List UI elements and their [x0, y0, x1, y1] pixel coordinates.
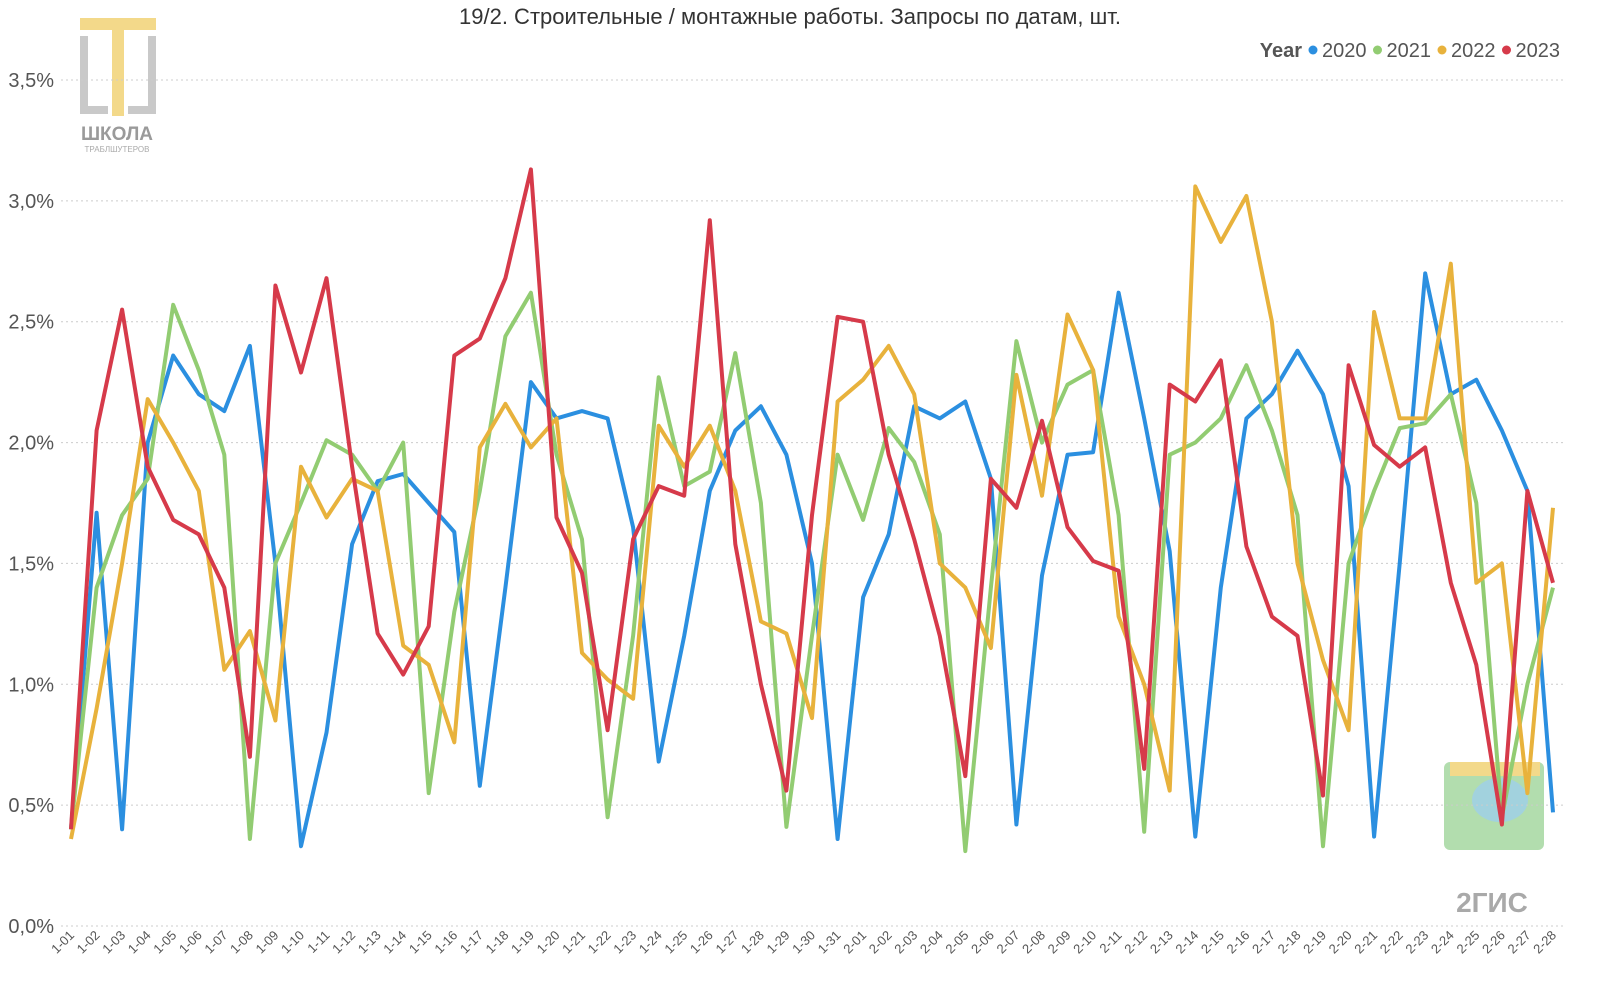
x-tick-label: 1-26: [687, 928, 716, 957]
chart-title: 19/2. Строительные / монтажные работы. З…: [459, 4, 1121, 29]
x-tick-label: 2-02: [866, 928, 895, 957]
logo-frame: [80, 36, 156, 114]
x-tick-label: 1-06: [176, 928, 205, 957]
legend-marker: [1502, 45, 1511, 55]
y-tick-label: 1,5%: [8, 553, 54, 575]
x-tick-label: 2-11: [1096, 928, 1124, 956]
x-tick-label: 2-01: [840, 928, 869, 957]
legend-label: 2021: [1387, 40, 1432, 62]
x-tick-label: 2-23: [1402, 928, 1431, 957]
x-tick-label: 2-13: [1147, 928, 1176, 957]
x-tick-label: 2-08: [1019, 928, 1048, 957]
x-tick-label: 1-24: [636, 928, 665, 957]
x-tick-label: 1-11: [304, 928, 332, 956]
logo-text: 2ГИС: [1456, 887, 1528, 918]
x-tick-label: 1-10: [278, 928, 307, 957]
x-tick-label: 1-02: [74, 928, 103, 957]
x-tick-label: 1-20: [534, 928, 563, 957]
series-line: [69, 271, 1555, 849]
legend-title: Year: [1260, 40, 1302, 62]
logo-left: ШКОЛА ТРАБЛШУТЕРОВ: [80, 18, 156, 154]
x-tick-label: 1-04: [125, 928, 154, 957]
legend-marker: [1308, 45, 1318, 55]
x-tick-label: 2-27: [1505, 928, 1534, 957]
x-tick-label: 1-09: [253, 928, 282, 957]
x-tick-label: 1-27: [712, 928, 741, 957]
y-tick-label: 2,5%: [8, 312, 54, 334]
y-tick-label: 3,0%: [8, 191, 54, 213]
x-tick-label: 1-21: [559, 928, 588, 957]
legend-marker: [1373, 45, 1382, 55]
y-tick-label: 2,0%: [8, 433, 54, 455]
x-tick-label: 1-28: [738, 928, 767, 957]
x-tick-label: 2-04: [917, 928, 946, 957]
legend-label: 2023: [1516, 40, 1561, 62]
legend-label: 2020: [1322, 40, 1367, 62]
y-tick-label: 1,0%: [8, 674, 54, 696]
x-tick-label: 1-03: [99, 928, 128, 957]
x-tick-label: 1-23: [610, 928, 639, 957]
x-tick-label: 1-07: [201, 928, 230, 957]
x-tick-label: 2-14: [1172, 928, 1201, 957]
x-tick-label: 2-12: [1121, 928, 1150, 957]
logo-text: ШКОЛА: [81, 124, 153, 145]
x-tick-label: 2-20: [1326, 928, 1355, 957]
x-tick-label: 2-09: [1045, 928, 1074, 957]
logo-bar: [112, 18, 124, 116]
x-tick-label: 1-25: [661, 928, 690, 957]
series-line: [69, 167, 1555, 830]
series-line: [69, 290, 1555, 854]
x-tick-label: 1-13: [355, 928, 384, 957]
x-tick-label: 1-14: [380, 928, 409, 957]
x-tick-label: 2-10: [1070, 928, 1099, 957]
x-tick-label: 1-16: [431, 928, 460, 957]
x-tick-label: 1-19: [508, 928, 537, 957]
x-tick-label: 1-22: [585, 928, 614, 957]
x-tick-label: 2-22: [1377, 928, 1406, 957]
logo-subtext: ТРАБЛШУТЕРОВ: [85, 145, 150, 154]
x-tick-label: 2-17: [1249, 928, 1278, 957]
x-tick-label: 2-07: [994, 928, 1023, 957]
x-tick-label: 2-24: [1428, 928, 1457, 957]
x-tick-label: 2-26: [1479, 928, 1508, 957]
x-tick-label: 2-21: [1351, 928, 1380, 957]
series-line: [69, 184, 1555, 840]
x-tick-label: 2-25: [1453, 928, 1482, 957]
x-tick-label: 1-29: [764, 928, 793, 957]
y-tick-label: 3,5%: [8, 70, 54, 92]
x-tick-label: 1-30: [789, 928, 818, 957]
legend-label: 2022: [1451, 40, 1496, 62]
x-tick-label: 1-08: [227, 928, 256, 957]
y-tick-label: 0,5%: [8, 795, 54, 817]
x-tick-label: 1-12: [329, 928, 358, 957]
x-tick-label: 2-19: [1300, 928, 1329, 957]
y-tick-label: 0,0%: [8, 916, 54, 938]
x-tick-label: 1-15: [406, 928, 435, 957]
x-tick-label: 2-05: [942, 928, 971, 957]
x-tick-label: 2-15: [1198, 928, 1227, 957]
x-tick-label: 1-31: [815, 928, 844, 957]
x-tick-label: 2-06: [968, 928, 997, 957]
x-tick-label: 2-03: [891, 928, 920, 957]
x-tick-label: 2-28: [1530, 928, 1559, 957]
x-tick-label: 1-05: [150, 928, 179, 957]
x-tick-label: 2-18: [1275, 928, 1304, 957]
x-tick-label: 1-18: [482, 928, 511, 957]
x-tick-label: 2-16: [1223, 928, 1252, 957]
legend-marker: [1437, 45, 1447, 55]
x-tick-label: 1-17: [457, 928, 486, 957]
